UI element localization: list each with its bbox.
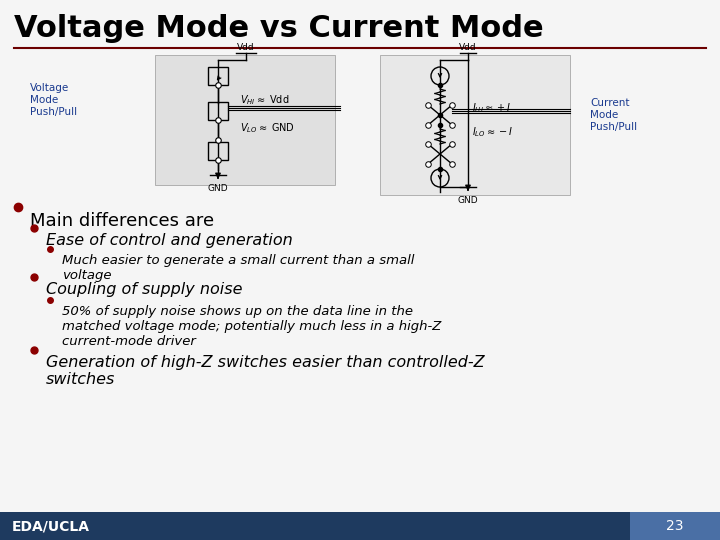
Text: Voltage Mode vs Current Mode: Voltage Mode vs Current Mode — [14, 14, 544, 43]
Text: EDA/UCLA: EDA/UCLA — [12, 519, 90, 533]
Bar — [380, 55, 570, 195]
Text: Ease of control and generation: Ease of control and generation — [46, 233, 293, 248]
Bar — [0, 512, 630, 540]
Text: Current
Mode
Push/Pull: Current Mode Push/Pull — [590, 98, 637, 132]
Bar — [208, 102, 228, 120]
Text: 23: 23 — [666, 519, 684, 533]
Text: Main differences are: Main differences are — [30, 212, 214, 230]
Text: Vdd: Vdd — [237, 43, 255, 52]
Text: $I_{HI}$$\approx +I$: $I_{HI}$$\approx +I$ — [472, 101, 511, 115]
Text: Voltage
Mode
Push/Pull: Voltage Mode Push/Pull — [30, 83, 77, 117]
Text: GND: GND — [458, 196, 478, 205]
Text: Coupling of supply noise: Coupling of supply noise — [46, 282, 243, 297]
Text: Vdd: Vdd — [459, 43, 477, 52]
Text: GND: GND — [207, 184, 228, 193]
Text: $V_{HI}$$\approx$ Vdd: $V_{HI}$$\approx$ Vdd — [240, 93, 289, 107]
Text: Much easier to generate a small current than a small
voltage: Much easier to generate a small current … — [62, 254, 415, 282]
Bar — [630, 512, 720, 540]
Bar — [208, 142, 228, 160]
Text: 50% of supply noise shows up on the data line in the
matched voltage mode; poten: 50% of supply noise shows up on the data… — [62, 305, 441, 348]
Text: $I_{LO}$$\approx -I$: $I_{LO}$$\approx -I$ — [472, 125, 513, 139]
Text: $V_{LO}$$\approx$ GND: $V_{LO}$$\approx$ GND — [240, 121, 295, 135]
Bar — [208, 67, 228, 85]
Text: Generation of high-Z switches easier than controlled-Z
switches: Generation of high-Z switches easier tha… — [46, 355, 485, 387]
Bar — [155, 55, 335, 185]
